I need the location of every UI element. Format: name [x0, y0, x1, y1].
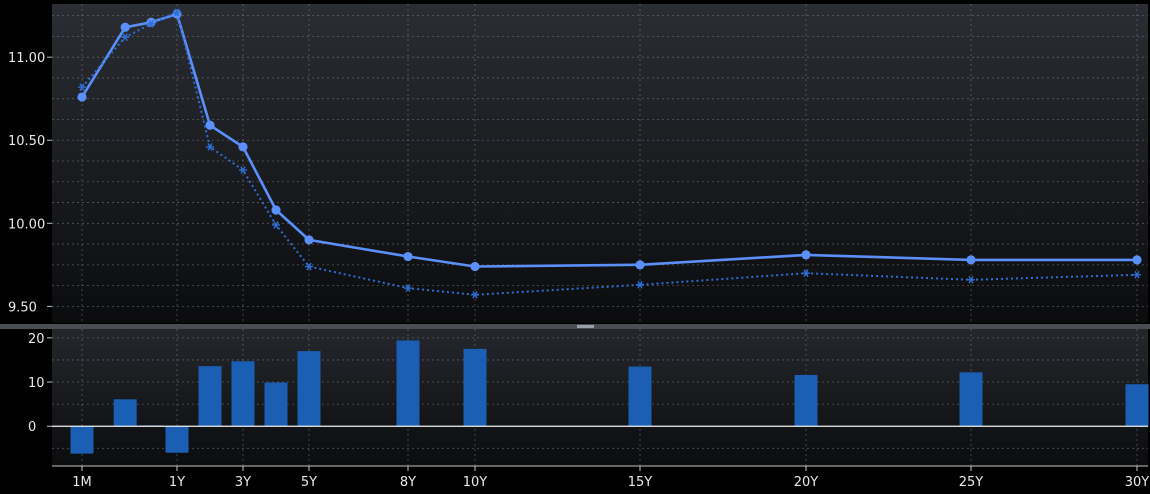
star-stroke — [79, 83, 85, 91]
current-curve-point — [801, 250, 811, 260]
star-stroke — [637, 280, 643, 289]
x-tick-label: 1Y — [169, 475, 185, 490]
star-stroke — [306, 262, 312, 271]
x-tick-label: 1M — [72, 475, 92, 490]
x-tick-label: 10Y — [463, 475, 488, 490]
previous-curve-point — [78, 83, 86, 91]
difference-bar — [959, 372, 983, 427]
current-curve-point — [966, 255, 976, 265]
difference-bar — [463, 348, 487, 427]
lower-y-tick-label: 20 — [28, 332, 45, 347]
previous-curve-point — [1133, 270, 1141, 279]
x-tick-label: 15Y — [628, 475, 653, 490]
star-stroke — [1134, 270, 1140, 279]
current-curve-point — [120, 22, 130, 32]
previous-curve-point — [967, 275, 975, 284]
panel-divider-grip-icon[interactable] — [577, 325, 594, 328]
current-curve-point — [304, 235, 314, 245]
previous-curve-point — [404, 284, 412, 292]
current-curve-point — [238, 142, 248, 152]
difference-bar — [396, 340, 420, 427]
previous-curve-point — [121, 33, 130, 42]
previous-curve-point — [471, 290, 479, 299]
lower-y-tick-label: 10 — [28, 376, 45, 391]
previous-curve-point — [305, 262, 313, 271]
current-curve-point — [470, 261, 480, 272]
x-tick-label: 20Y — [794, 475, 819, 490]
x-tick-label: 3Y — [235, 475, 251, 490]
current-curve-point — [635, 260, 645, 270]
difference-bar — [165, 426, 189, 453]
star-stroke — [968, 275, 974, 284]
difference-bar — [1125, 384, 1149, 427]
upper-y-tick-label: 9.50 — [8, 300, 37, 315]
star-stroke — [174, 8, 180, 17]
previous-curve-point — [802, 269, 810, 278]
current-curve-point — [205, 120, 215, 130]
star-stroke — [122, 33, 128, 42]
x-tick-label: 30Y — [1125, 475, 1150, 490]
star-stroke — [148, 20, 154, 28]
current-curve-point — [271, 205, 281, 215]
star-stroke — [240, 166, 246, 174]
difference-bar — [794, 374, 818, 427]
current-curve-point — [77, 92, 87, 102]
difference-bar — [231, 361, 255, 427]
previous-curve-point — [147, 20, 156, 28]
upper-y-tick-label: 10.00 — [8, 217, 45, 232]
difference-bar — [198, 366, 222, 427]
upper-y-tick-label: 11.00 — [8, 51, 45, 66]
star-stroke — [273, 221, 279, 229]
current-curve-point — [403, 251, 413, 262]
difference-bar — [264, 382, 288, 427]
upper-panel-background — [52, 4, 1148, 323]
previous-curve-point — [206, 143, 214, 151]
difference-bar — [297, 351, 321, 427]
x-tick-label: 25Y — [959, 475, 984, 490]
panel-divider[interactable] — [0, 324, 1150, 329]
star-stroke — [472, 290, 478, 299]
difference-bar — [70, 426, 94, 454]
star-stroke — [803, 269, 809, 278]
difference-bar — [113, 399, 137, 427]
star-stroke — [207, 143, 213, 151]
current-curve-point — [1132, 255, 1142, 265]
difference-bar — [628, 366, 652, 427]
previous-curve-point — [239, 166, 247, 174]
x-tick-label: 8Y — [400, 475, 416, 490]
previous-curve-point — [173, 8, 181, 17]
x-tick-label: 5Y — [301, 475, 317, 490]
lower-y-tick-label: 0 — [28, 420, 36, 435]
previous-curve-point — [636, 280, 644, 289]
upper-y-tick-label: 10.50 — [8, 134, 45, 149]
previous-curve-point — [272, 221, 280, 229]
star-stroke — [405, 284, 411, 292]
